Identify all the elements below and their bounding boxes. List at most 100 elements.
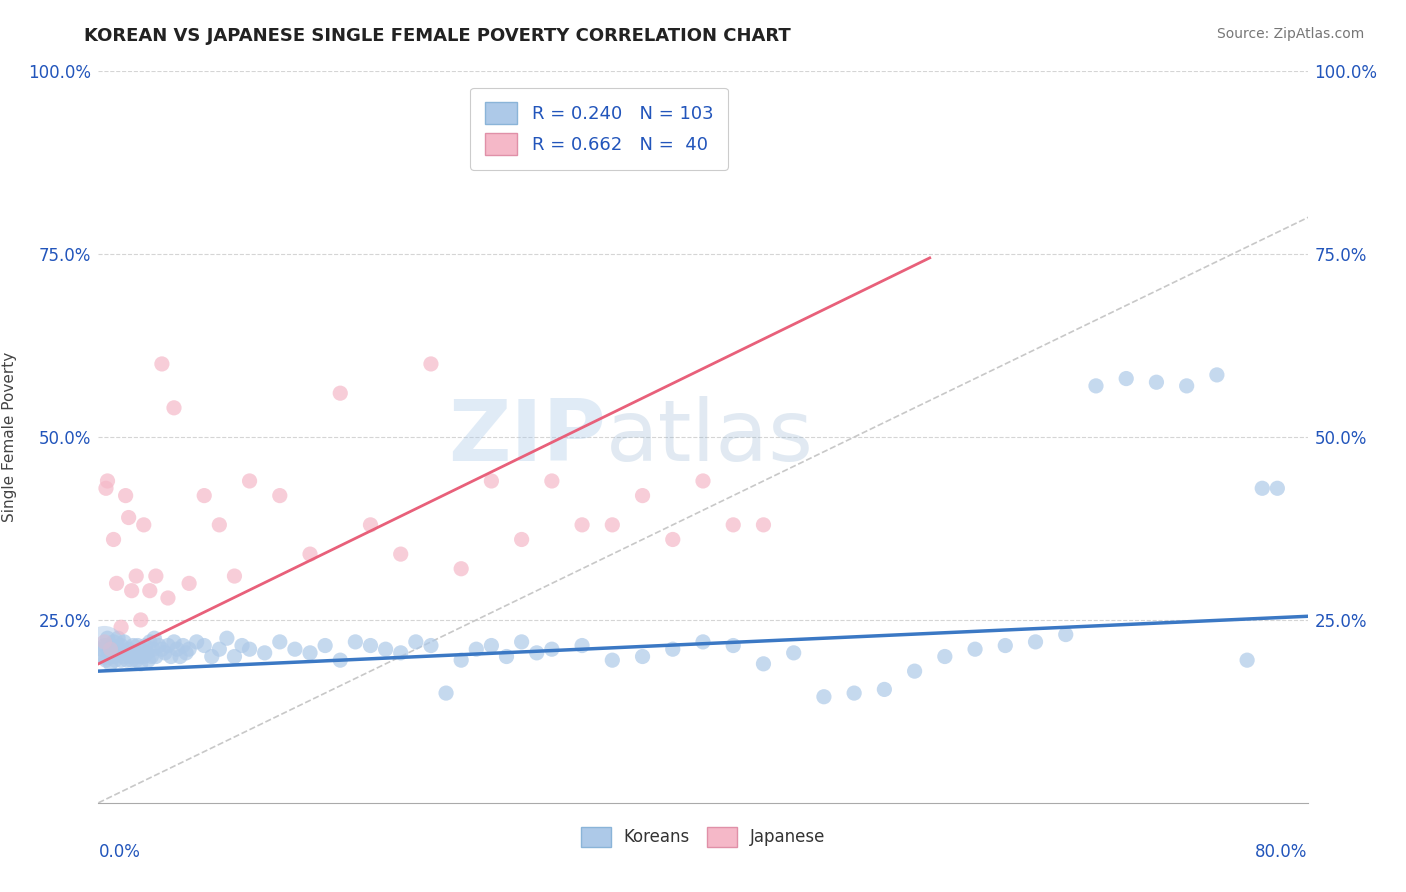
Point [284,642,307,657]
Point [105,642,128,657]
Y-axis label: Single Female Poverty: Single Female Poverty [3,352,17,522]
Point [111,649,134,664]
Point [253,646,276,660]
Point [526,646,548,660]
Point [965,642,987,657]
Point [450,653,472,667]
Point [1206,368,1229,382]
Point [208,517,231,532]
Point [344,635,367,649]
Point [723,517,745,532]
Text: KOREAN VS JAPANESE SINGLE FEMALE POVERTY CORRELATION CHART: KOREAN VS JAPANESE SINGLE FEMALE POVERTY… [84,27,792,45]
Point [100,642,122,657]
Point [110,639,132,653]
Point [156,591,179,605]
Point [374,642,396,657]
Point [314,639,336,653]
Point [571,517,593,532]
Point [299,547,322,561]
Point [844,686,866,700]
Point [103,635,125,649]
Point [495,649,517,664]
Point [360,639,382,653]
Point [692,474,714,488]
Point [934,649,956,664]
Point [465,642,488,657]
Point [405,635,427,649]
Point [186,635,208,649]
Point [142,642,165,657]
Point [93,639,115,653]
Point [231,639,253,653]
Point [153,646,176,660]
Point [134,639,156,653]
Point [602,517,624,532]
Point [169,649,191,664]
Point [510,533,533,547]
Point [174,646,197,660]
Point [125,653,148,667]
Point [91,649,114,664]
Point [360,517,382,532]
Point [150,357,173,371]
Point [94,653,117,667]
Point [329,653,352,667]
Point [96,632,118,646]
Point [110,653,132,667]
Point [1267,481,1289,495]
Point [125,569,148,583]
Point [110,620,132,634]
Point [105,576,128,591]
Point [661,533,683,547]
Text: atlas: atlas [606,395,814,479]
Point [208,642,231,657]
Point [571,639,593,653]
Point [118,642,141,657]
Point [813,690,835,704]
Point [135,646,157,660]
Point [114,646,136,660]
Point [1054,627,1077,641]
Point [239,642,262,657]
Point [224,649,246,664]
Point [132,517,155,532]
Point [420,357,443,371]
Point [201,649,224,664]
Point [112,635,135,649]
Point [994,639,1017,653]
Text: ZIP: ZIP [449,395,606,479]
Point [156,639,179,653]
Point [94,481,117,495]
Point [692,635,714,649]
Point [179,576,201,591]
Point [93,635,115,649]
Point [631,489,654,503]
Point [139,583,162,598]
Point [141,649,163,664]
Point [115,653,138,667]
Point [166,642,188,657]
Point [389,547,412,561]
Point [145,649,167,664]
Point [104,653,127,667]
Point [723,639,745,653]
Point [752,517,775,532]
Text: Source: ZipAtlas.com: Source: ZipAtlas.com [1216,27,1364,41]
Point [121,583,143,598]
Point [139,635,162,649]
Point [602,653,624,667]
Point [1144,376,1167,390]
Point [299,646,322,660]
Point [1085,379,1108,393]
Point [128,649,150,664]
Point [540,474,562,488]
Point [783,646,806,660]
Point [132,649,155,664]
Point [163,401,186,415]
Point [107,632,129,646]
Point [122,639,145,653]
Point [1115,371,1137,385]
Point [1175,379,1198,393]
Point [131,642,153,657]
Point [510,635,533,649]
